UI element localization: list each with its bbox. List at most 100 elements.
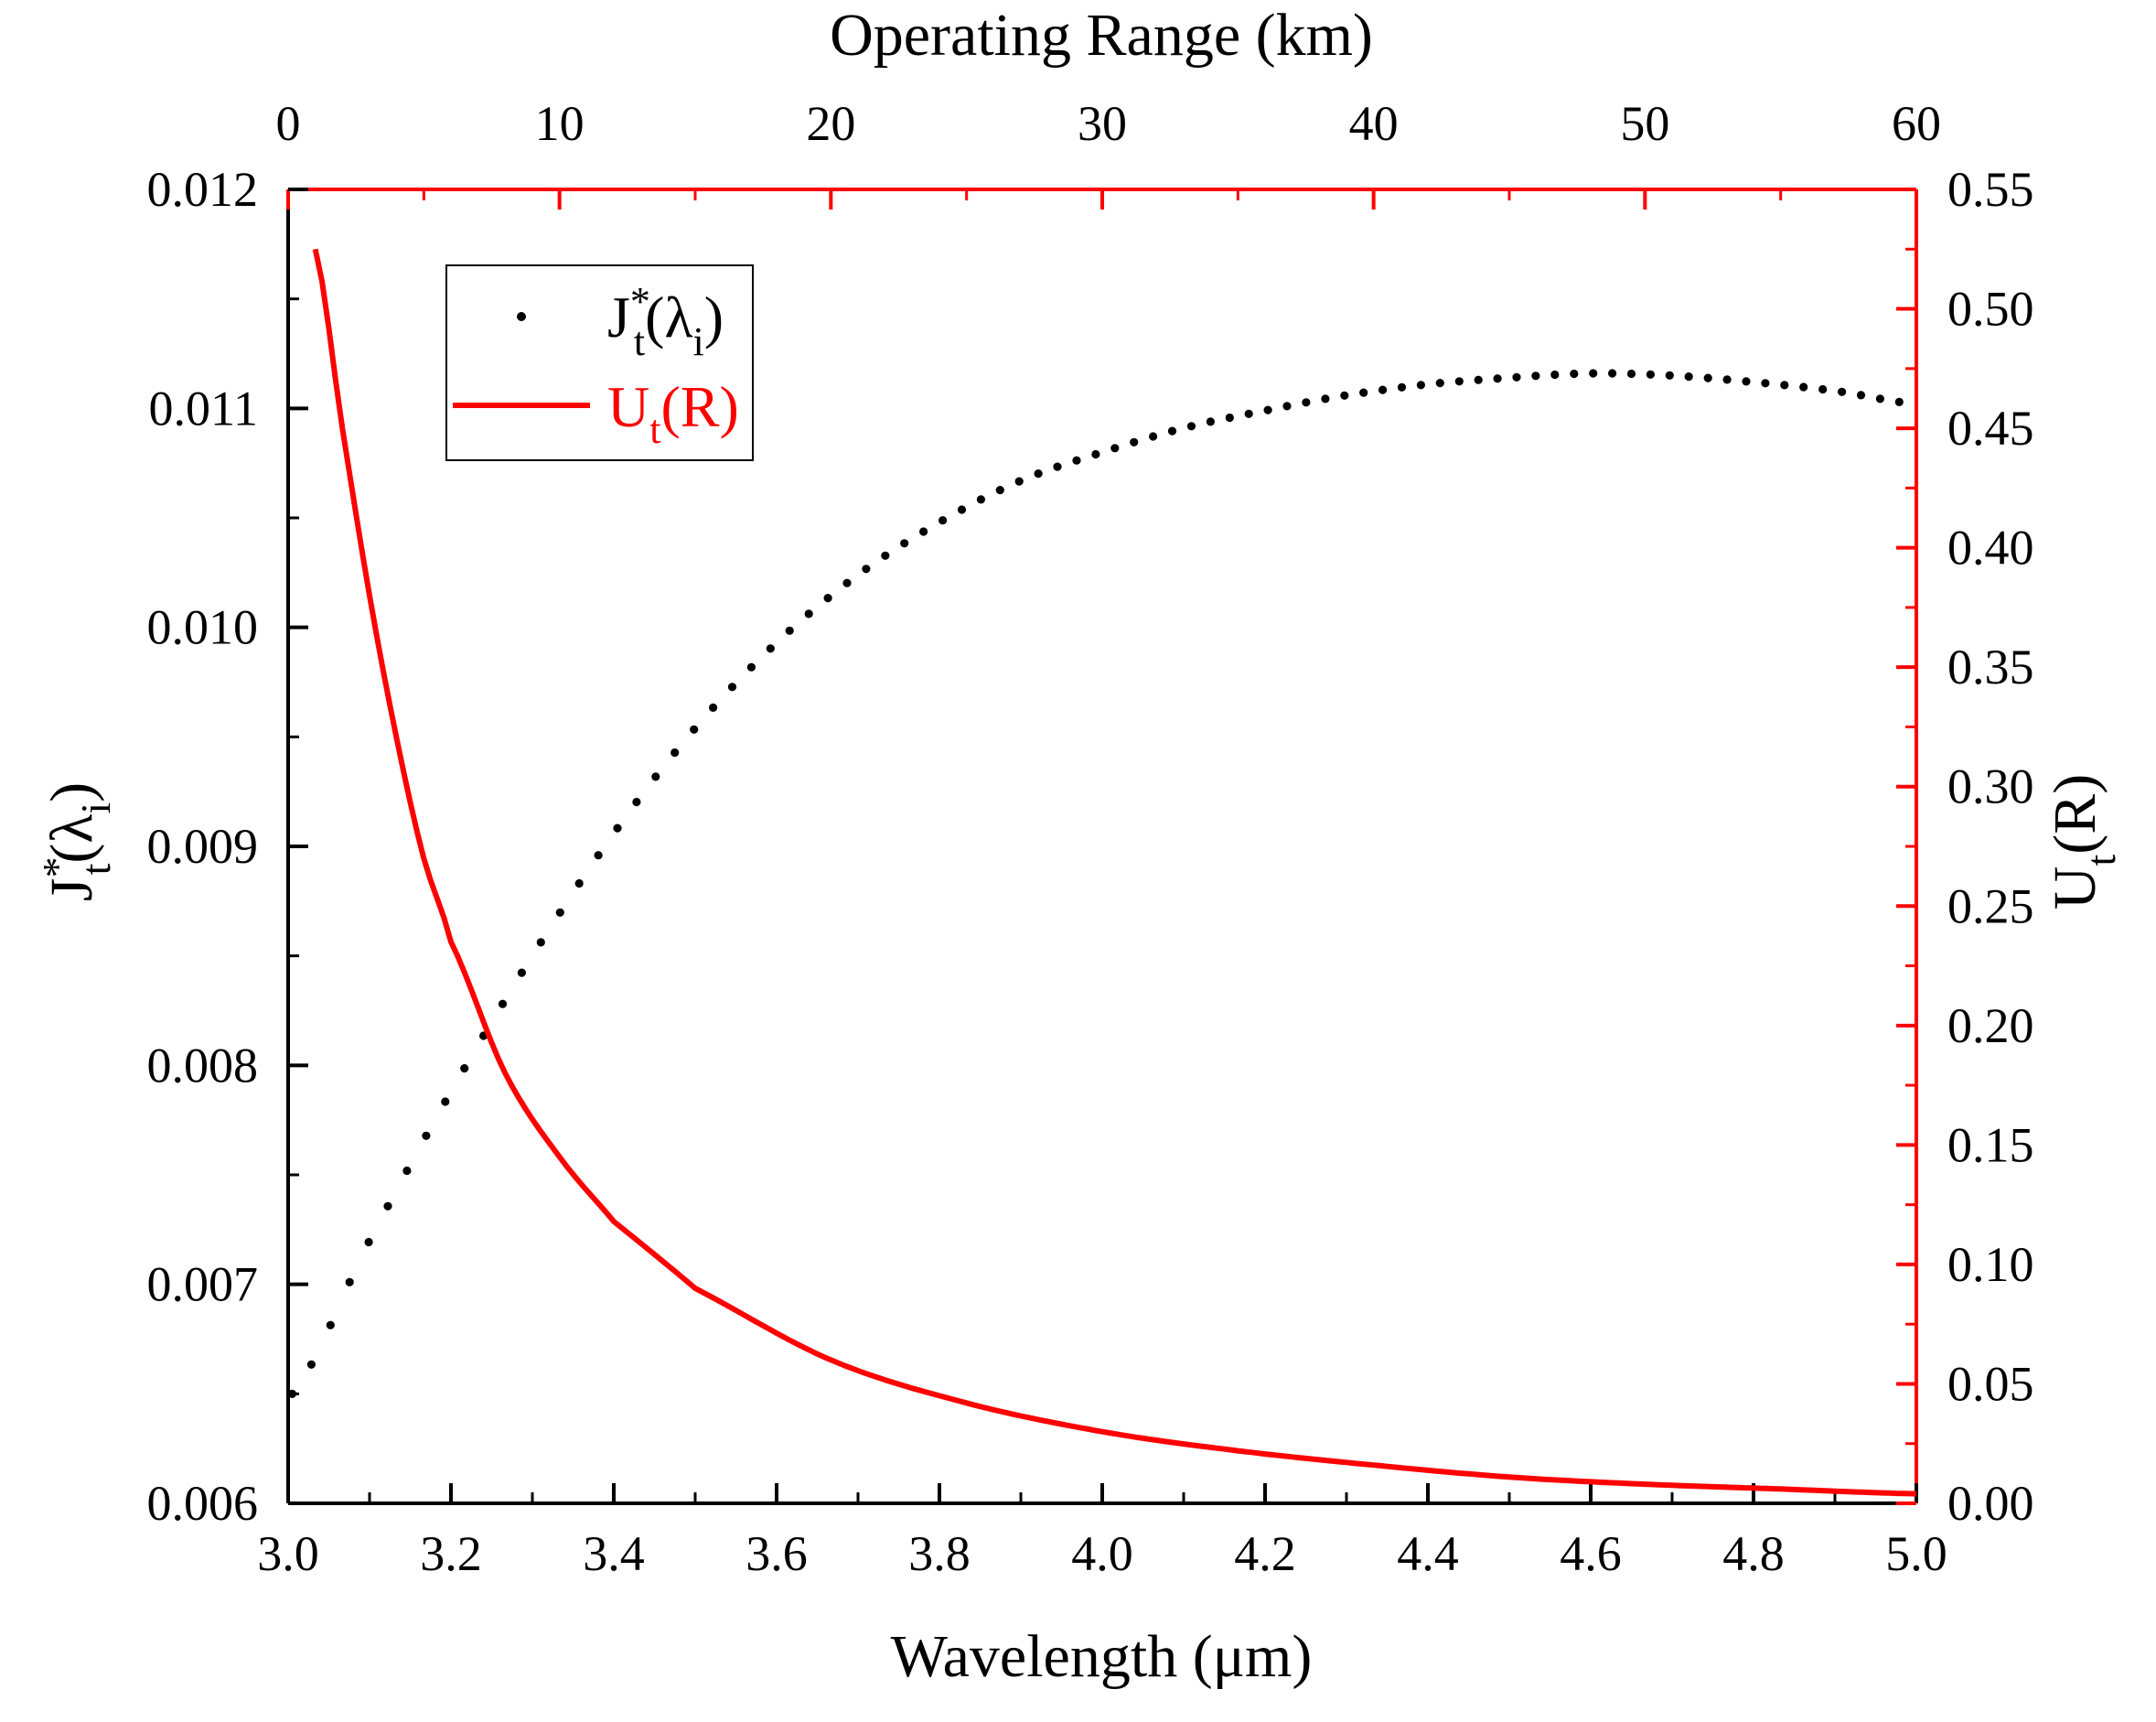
jt-data-point [1799, 382, 1808, 392]
ut-series-line [312, 248, 1917, 1497]
jt-data-point [1378, 385, 1388, 394]
jt-data-point [1512, 372, 1521, 382]
right-tick-label: 0.30 [1947, 759, 2034, 814]
jt-data-point [1186, 422, 1196, 431]
right-tick-label: 0.25 [1947, 878, 2034, 933]
legend: J* t(λi) Ut(R) [445, 264, 754, 461]
jt-data-point [766, 644, 775, 653]
jt-data-point [632, 797, 641, 807]
jt-data-point [1340, 391, 1349, 400]
jt-data-point [287, 1389, 296, 1398]
jt-data-point [1742, 377, 1751, 386]
jt-data-point [1206, 417, 1215, 426]
right-axis-title-sub: t [2077, 855, 2124, 866]
top-axis-title: Operating Range (km) [830, 2, 1373, 69]
bottom-tick-label: 4.0 [1071, 1526, 1133, 1581]
bottom-axis-title: Wavelength (μm) [891, 1623, 1313, 1690]
jt-data-point [862, 565, 871, 574]
jt-data-point [422, 1131, 431, 1140]
bottom-tick-label: 5.0 [1885, 1526, 1947, 1581]
right-axis-title: Ut(R) [2042, 774, 2124, 909]
legend-box [445, 264, 754, 461]
jt-data-point [842, 578, 852, 587]
jt-data-point [1531, 371, 1540, 381]
jt-data-point [1072, 456, 1081, 465]
jt-data-point [306, 1360, 316, 1369]
left-tick-label: 0.012 [147, 162, 259, 217]
bottom-tick-label: 4.4 [1397, 1526, 1459, 1581]
bottom-tick-label: 3.4 [583, 1526, 645, 1581]
jt-data-point [1091, 449, 1100, 459]
jt-data-point [574, 878, 584, 888]
jt-data-point [1225, 413, 1234, 423]
jt-data-point [957, 505, 967, 514]
jt-data-point [1856, 391, 1866, 400]
jt-data-point [1435, 379, 1444, 388]
jt-data-point [613, 823, 622, 833]
left-axis-title-base: J [38, 877, 105, 901]
right-tick-label: 0.00 [1947, 1476, 2034, 1531]
jt-data-point [1359, 388, 1368, 397]
top-tick-label: 10 [535, 96, 585, 151]
jt-data-point [1454, 377, 1464, 386]
jt-data-point [536, 938, 545, 947]
left-axis-title-paren-open: ( [38, 844, 105, 864]
right-tick-label: 0.45 [1947, 401, 2034, 456]
left-axis-title-sup: * [34, 856, 80, 877]
jt-data-point [402, 1166, 412, 1176]
jt-data-point [1282, 402, 1292, 411]
top-tick-label: 30 [1078, 96, 1127, 151]
jt-data-point [460, 1064, 469, 1073]
jt-data-point [1780, 381, 1789, 390]
jt-data-point [326, 1320, 335, 1329]
jt-data-point [1130, 437, 1139, 447]
left-tick-label: 0.010 [147, 600, 259, 655]
legend-label-jt: J* t(λi) [607, 279, 724, 364]
jt-data-point [1053, 462, 1062, 471]
jt-data-point [919, 527, 928, 536]
jt-data-point [1167, 426, 1177, 436]
jt-data-point [727, 683, 737, 692]
jt-data-point [1263, 405, 1272, 414]
right-axis-title-base: U [2042, 866, 2108, 910]
right-tick-label: 0.35 [1947, 640, 2034, 694]
jt-data-point [939, 516, 948, 525]
jt-data-point [823, 594, 832, 603]
legend-label-ut: Ut(R) [607, 374, 739, 452]
jt-data-point [1302, 398, 1311, 407]
jt-data-point [441, 1097, 450, 1106]
left-tick-label: 0.009 [147, 819, 259, 874]
jt-data-point [1550, 370, 1560, 380]
right-tick-label: 0.20 [1947, 998, 2034, 1053]
jt-data-point [690, 725, 699, 734]
jt-data-point [1684, 372, 1693, 382]
jt-data-point [651, 772, 660, 781]
jt-data-point [1110, 444, 1120, 453]
jt-data-point [1626, 369, 1636, 379]
top-tick-label: 0 [276, 96, 301, 151]
top-tick-label: 60 [1892, 96, 1941, 151]
jt-data-point [1703, 373, 1712, 382]
left-axis-title-lambda-sub: i [72, 802, 119, 814]
jt-data-point [995, 486, 1004, 495]
top-tick-label: 50 [1620, 96, 1669, 151]
right-axis-title-rest: (R) [2042, 774, 2108, 855]
jt-data-point [881, 551, 890, 560]
jt-data-point [383, 1201, 392, 1211]
top-tick-label: 40 [1349, 96, 1399, 151]
jt-data-point [1608, 369, 1617, 378]
jt-data-point [1416, 381, 1425, 390]
jt-data-point [1474, 375, 1483, 384]
jt-data-point [804, 609, 813, 619]
bottom-tick-label: 3.0 [257, 1526, 319, 1581]
left-axis-title-sub: t [72, 863, 119, 875]
right-tick-label: 0.55 [1947, 162, 2034, 217]
bottom-tick-label: 3.2 [420, 1526, 482, 1581]
bottom-tick-label: 3.6 [745, 1526, 808, 1581]
jt-data-point [345, 1277, 354, 1286]
right-tick-label: 0.15 [1947, 1117, 2034, 1172]
left-tick-label: 0.007 [147, 1257, 259, 1312]
left-tick-label: 0.006 [147, 1476, 259, 1531]
jt-data-point [1570, 369, 1579, 379]
jt-data-point [1646, 370, 1655, 379]
